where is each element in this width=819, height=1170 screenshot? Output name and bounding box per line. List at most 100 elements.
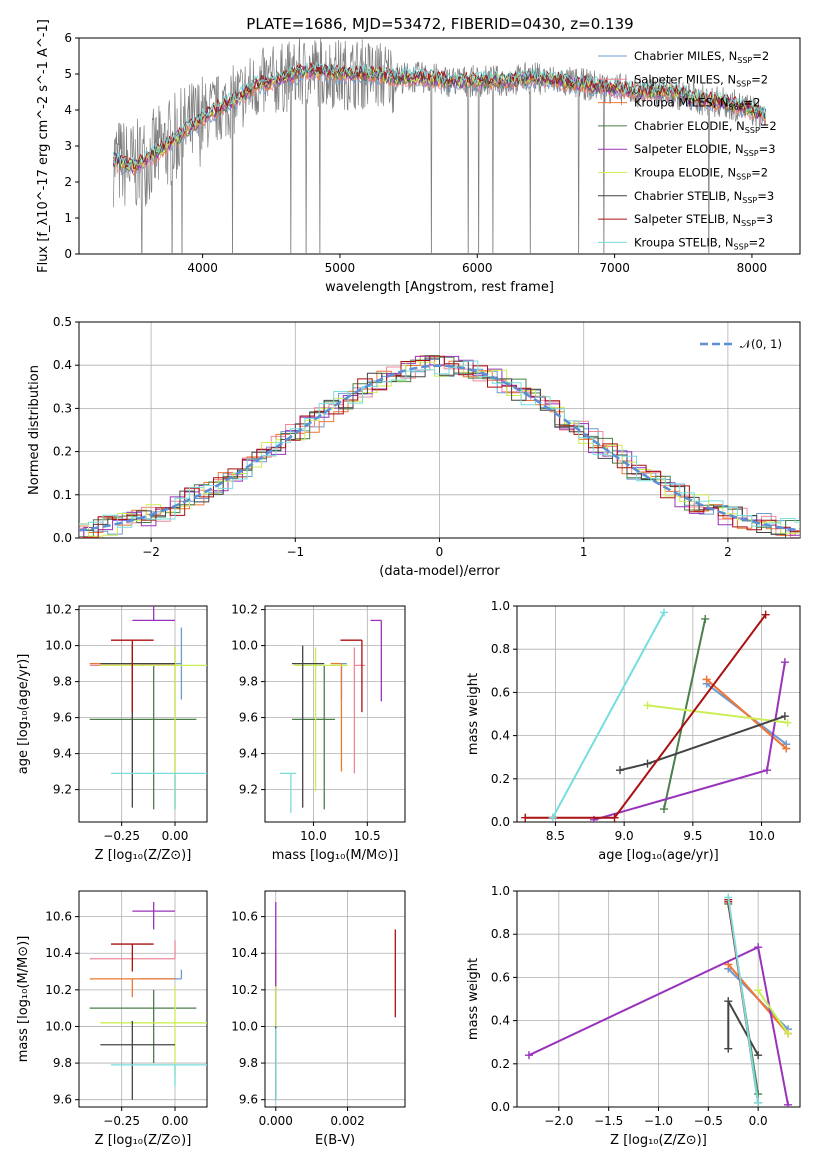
axes-frame bbox=[78, 37, 801, 255]
plot-area-spectrum bbox=[112, 38, 767, 254]
normal-curve bbox=[79, 364, 800, 532]
data-point bbox=[754, 1051, 763, 1060]
legend-label: Kroupa MILES, NSSP=2 bbox=[634, 96, 760, 112]
model-spectrum-8 bbox=[112, 62, 767, 169]
data-point bbox=[521, 813, 530, 822]
tick-label-y: 10.0 bbox=[45, 639, 72, 653]
series-line-3 bbox=[663, 618, 707, 810]
tick-label-y: 9.6 bbox=[53, 1093, 72, 1107]
legend-sub: SSP bbox=[736, 79, 751, 88]
tick-label-y: 6 bbox=[64, 31, 72, 45]
tick-label-y: 0.0 bbox=[53, 531, 72, 545]
axes-spectrum bbox=[75, 37, 801, 258]
legend-label: Salpeter ELODIE, NSSP=3 bbox=[634, 142, 776, 158]
tick-label-y: 0.4 bbox=[491, 1014, 510, 1028]
tick-label-y: 3 bbox=[64, 139, 72, 153]
legend-label: Salpeter STELIB, NSSP=3 bbox=[634, 212, 773, 228]
tick-label-y: 10.4 bbox=[231, 946, 258, 960]
tick-label-x: 0.000 bbox=[259, 1114, 293, 1128]
tick-label-y: 9.8 bbox=[53, 675, 72, 689]
plot-area-massweight-vs-Z bbox=[524, 893, 793, 1107]
tick-label-x: 10.0 bbox=[300, 829, 327, 843]
axis-label-x: Z [log₁₀(Z/Z⊙)] bbox=[610, 1133, 707, 1148]
tick-label-y: 10.0 bbox=[45, 1019, 72, 1033]
tick-label-x: −1 bbox=[286, 545, 304, 559]
data-point bbox=[761, 610, 770, 619]
tick-label-y: 9.2 bbox=[239, 783, 258, 797]
tick-label-y: 0.4 bbox=[53, 358, 72, 372]
axis-label-x: Z [log₁₀(Z/Z⊙)] bbox=[95, 848, 192, 863]
data-point bbox=[524, 1051, 533, 1060]
axis-label-x: Z [log₁₀(Z/Z⊙)] bbox=[95, 1133, 192, 1148]
data-point bbox=[754, 986, 763, 995]
axes-frame bbox=[264, 605, 406, 823]
tick-label-y: 10.6 bbox=[231, 910, 258, 924]
plot-area-massweight-vs-age bbox=[521, 608, 792, 822]
plot-area-mass-vs-Z bbox=[89, 901, 207, 1100]
legend-nssp: =2 bbox=[749, 235, 766, 249]
legend-nssp: =2 bbox=[744, 96, 761, 110]
legend-label: Chabrier STELIB, NSSP=3 bbox=[634, 189, 774, 205]
series-line-2 bbox=[727, 963, 789, 1035]
tick-label-y: 0.4 bbox=[491, 729, 510, 743]
series-line-6 bbox=[619, 715, 786, 772]
data-point bbox=[784, 1100, 793, 1107]
tick-label-y: 4 bbox=[64, 103, 72, 117]
tick-label-y: 10.2 bbox=[45, 983, 72, 997]
axis-label-y: Flux [f_λ10^-17 erg cm^-2 s^-1 A^-1] bbox=[36, 19, 51, 273]
tick-label-y: 9.8 bbox=[239, 675, 258, 689]
tick-label-y: 10.4 bbox=[45, 946, 72, 960]
axes-mass-vs-ebv bbox=[261, 890, 406, 1111]
tick-label-y: 0.2 bbox=[491, 772, 510, 786]
axes-frame bbox=[516, 605, 801, 823]
tick-label-x: 0.0 bbox=[749, 1114, 768, 1128]
data-point bbox=[763, 766, 772, 775]
axis-label-x: E(B-V) bbox=[315, 1133, 355, 1148]
tick-label-y: 0.1 bbox=[53, 488, 72, 502]
axis-label-y: mass weight bbox=[466, 958, 481, 1040]
tick-label-y: 9.2 bbox=[53, 783, 72, 797]
legend-sub: SSP bbox=[736, 173, 751, 182]
tick-label-y: 9.6 bbox=[239, 1093, 258, 1107]
data-point bbox=[784, 1029, 793, 1038]
tick-label-y: 9.4 bbox=[239, 747, 258, 761]
tick-label-y: 9.8 bbox=[53, 1056, 72, 1070]
legend-sub: SSP bbox=[734, 242, 749, 251]
data-point bbox=[643, 759, 652, 768]
axes-frame bbox=[78, 605, 208, 823]
legend-label: Chabrier ELODIE, NSSP=2 bbox=[634, 119, 777, 135]
axes-frame bbox=[264, 890, 406, 1108]
tick-label-x: −1.5 bbox=[594, 1114, 623, 1128]
tick-label-y: 0.0 bbox=[491, 815, 510, 829]
tick-label-x: 9.0 bbox=[615, 829, 634, 843]
data-point bbox=[724, 893, 733, 902]
tick-label-y: 0.0 bbox=[491, 1100, 510, 1114]
tick-label-x: 1 bbox=[580, 545, 588, 559]
series-line-8 bbox=[551, 612, 665, 819]
axis-label-y: mass weight bbox=[466, 673, 481, 755]
tick-label-y: 10.0 bbox=[231, 1019, 258, 1033]
tick-label-y: 9.6 bbox=[53, 711, 72, 725]
data-point bbox=[754, 1098, 763, 1107]
axis-label-y: mass [log₁₀(M/M⊙)] bbox=[16, 936, 31, 1063]
axes-frame bbox=[78, 321, 801, 539]
tick-label-y: 1 bbox=[64, 211, 72, 225]
legend-label: 𝒩(0, 1) bbox=[740, 337, 782, 351]
histogram-7 bbox=[79, 355, 800, 538]
legend-sub: SSP bbox=[745, 126, 760, 135]
tick-label-x: 8.5 bbox=[546, 829, 565, 843]
data-point bbox=[610, 813, 619, 822]
data-point bbox=[780, 712, 789, 721]
histogram-8 bbox=[79, 360, 800, 528]
data-point bbox=[616, 766, 625, 775]
tick-label-y: 1.0 bbox=[491, 599, 510, 613]
tick-label-y: 9.8 bbox=[239, 1056, 258, 1070]
axis-label-x: mass [log₁₀(M/M⊙)] bbox=[272, 848, 399, 863]
legend-nssp: =3 bbox=[757, 189, 774, 203]
legend-nssp: =2 bbox=[751, 72, 768, 86]
axis-label-x: (data-model)/error bbox=[379, 564, 500, 579]
tick-label-x: −2 bbox=[142, 545, 160, 559]
tick-label-y: 0.3 bbox=[53, 401, 72, 415]
axes-frame bbox=[78, 890, 208, 1108]
